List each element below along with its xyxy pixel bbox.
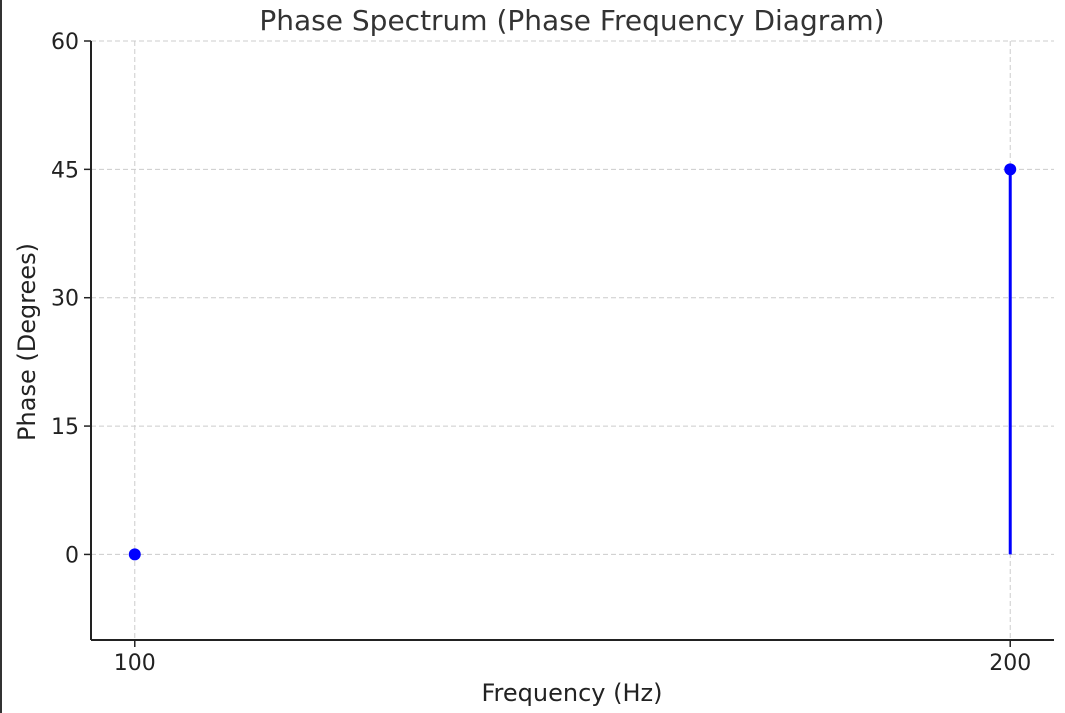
y-tick-label-2: 30	[51, 287, 79, 312]
y-tick-label-0: 0	[65, 543, 79, 568]
data-point-0-0	[128, 548, 141, 561]
y-tick-label-1: 15	[51, 415, 79, 440]
data-point-0-1	[1004, 163, 1017, 176]
y-tick-label-4: 60	[51, 30, 79, 55]
x-tick-label-1: 200	[989, 651, 1031, 676]
grid-lines	[91, 40, 1054, 640]
x-tick-label-0: 100	[114, 651, 156, 676]
chart-title: Phase Spectrum (Phase Frequency Diagram)	[259, 4, 884, 37]
y-tick-label-3: 45	[51, 158, 79, 183]
x-axis-label: Frequency (Hz)	[482, 679, 663, 707]
data-points	[128, 163, 1017, 561]
y-axis-label: Phase (Degrees)	[13, 243, 41, 441]
y-axis-ticks: 0 15 30 45 60	[51, 30, 91, 568]
x-axis-ticks: 100 200	[114, 640, 1031, 676]
window-left-edge	[0, 0, 2, 713]
